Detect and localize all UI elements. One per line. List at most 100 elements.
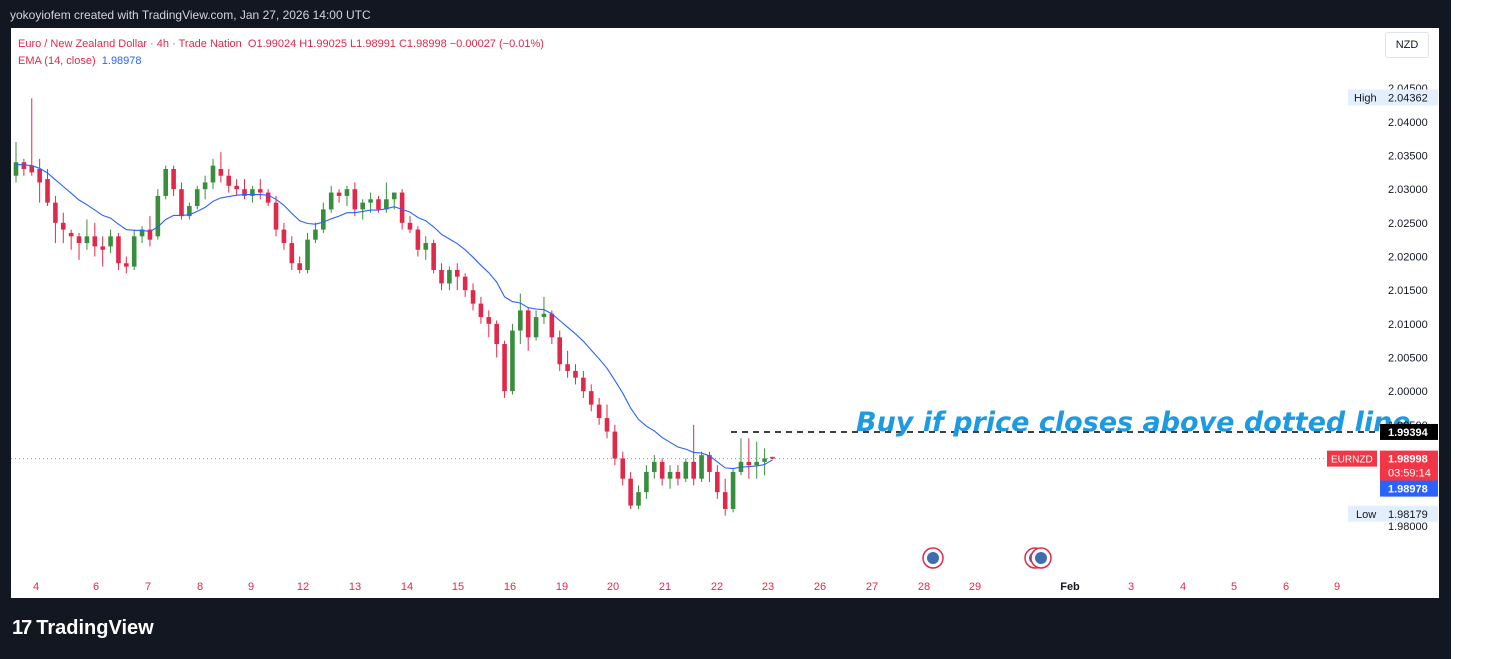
candle-body[interactable] bbox=[644, 471, 649, 493]
candle-body[interactable] bbox=[139, 229, 145, 237]
candle-body[interactable] bbox=[651, 461, 657, 472]
candle-body[interactable] bbox=[305, 239, 310, 270]
candle-body[interactable] bbox=[518, 310, 523, 331]
chart-panel[interactable]: Buy if price closes above dotted line 2.0… bbox=[11, 28, 1439, 598]
candle-body[interactable] bbox=[194, 189, 200, 207]
candle-body[interactable] bbox=[486, 317, 492, 324]
candle-body[interactable] bbox=[478, 303, 484, 318]
candle-body[interactable] bbox=[636, 492, 641, 506]
candle-body[interactable] bbox=[462, 276, 468, 291]
candle-body[interactable] bbox=[53, 202, 58, 223]
candle-body[interactable] bbox=[281, 229, 287, 244]
candle-body[interactable] bbox=[202, 182, 208, 190]
candle-body[interactable] bbox=[234, 185, 239, 190]
tradingview-logo[interactable]: 17 TradingView bbox=[12, 617, 154, 640]
candle-body[interactable] bbox=[659, 461, 665, 479]
candle-body[interactable] bbox=[415, 229, 421, 250]
candle-body[interactable] bbox=[470, 290, 476, 304]
candle-body[interactable] bbox=[667, 471, 673, 479]
candle-body[interactable] bbox=[60, 222, 66, 230]
candle-body[interactable] bbox=[604, 418, 610, 432]
candle-body[interactable] bbox=[273, 202, 279, 230]
candle-body[interactable] bbox=[147, 229, 153, 240]
candle-body[interactable] bbox=[746, 461, 752, 466]
candle-body[interactable] bbox=[399, 192, 405, 223]
candle-body[interactable] bbox=[163, 168, 169, 196]
candle-body[interactable] bbox=[21, 162, 27, 169]
candle-body[interactable] bbox=[628, 478, 633, 506]
candle-body[interactable] bbox=[210, 165, 216, 183]
annotation-text[interactable]: Buy if price closes above dotted line bbox=[856, 407, 1411, 438]
candle-body[interactable] bbox=[100, 246, 105, 250]
candle-body[interactable] bbox=[754, 461, 760, 466]
candle-body[interactable] bbox=[352, 189, 358, 210]
candle-body[interactable] bbox=[447, 269, 452, 284]
candle-body[interactable] bbox=[187, 206, 192, 217]
candle-body[interactable] bbox=[155, 195, 161, 237]
candle-body[interactable] bbox=[533, 317, 539, 338]
candle-body[interactable] bbox=[218, 168, 224, 176]
candle-body[interactable] bbox=[391, 192, 397, 200]
candle-body[interactable] bbox=[612, 431, 618, 459]
candle-body[interactable] bbox=[549, 313, 555, 338]
candle-body[interactable] bbox=[620, 458, 626, 479]
candle-body[interactable] bbox=[45, 179, 50, 203]
candle-body[interactable] bbox=[715, 471, 720, 493]
candle-body[interactable] bbox=[265, 192, 271, 203]
candle-body[interactable] bbox=[289, 243, 295, 264]
candle-body[interactable] bbox=[596, 404, 602, 419]
candle-body[interactable] bbox=[707, 455, 712, 472]
candlestick-chart[interactable]: Buy if price closes above dotted line 2.0… bbox=[11, 28, 1439, 598]
candle-body[interactable] bbox=[92, 236, 98, 247]
candle-body[interactable] bbox=[510, 330, 515, 392]
candle-body[interactable] bbox=[407, 222, 413, 230]
candle-body[interactable] bbox=[565, 364, 570, 371]
ema-label[interactable]: EMA (14, close) bbox=[18, 55, 96, 67]
candle-body[interactable] bbox=[179, 189, 184, 217]
candle-body[interactable] bbox=[321, 209, 326, 230]
candle-body[interactable] bbox=[699, 455, 704, 479]
candle-body[interactable] bbox=[691, 461, 696, 479]
candle-body[interactable] bbox=[494, 323, 499, 345]
candle-body[interactable] bbox=[581, 377, 586, 392]
candle-body[interactable] bbox=[722, 492, 728, 509]
candle-body[interactable] bbox=[171, 168, 176, 190]
candle-body[interactable] bbox=[541, 313, 547, 318]
candle-body[interactable] bbox=[376, 199, 381, 210]
candle-body[interactable] bbox=[423, 243, 429, 250]
candle-body[interactable] bbox=[557, 337, 563, 365]
candle-body[interactable] bbox=[242, 189, 247, 196]
candle-body[interactable] bbox=[116, 236, 121, 264]
candle-body[interactable] bbox=[250, 189, 255, 196]
candle-body[interactable] bbox=[344, 189, 350, 196]
candle-body[interactable] bbox=[257, 189, 263, 193]
candle-body[interactable] bbox=[29, 165, 35, 173]
candle-body[interactable] bbox=[573, 370, 578, 378]
candle-body[interactable] bbox=[124, 263, 129, 267]
candle-body[interactable] bbox=[76, 236, 82, 244]
candle-body[interactable] bbox=[675, 471, 681, 479]
currency-selector[interactable]: NZD bbox=[1385, 32, 1429, 58]
symbol-title[interactable]: Euro / New Zealand Dollar · 4h · Trade N… bbox=[18, 38, 242, 50]
candle-body[interactable] bbox=[454, 269, 460, 277]
candle-body[interactable] bbox=[683, 461, 689, 479]
candle-body[interactable] bbox=[439, 269, 444, 284]
candle-body[interactable] bbox=[37, 168, 42, 183]
candle-body[interactable] bbox=[226, 175, 232, 186]
candle-body[interactable] bbox=[360, 202, 366, 210]
candle-body[interactable] bbox=[68, 232, 74, 237]
candle-body[interactable] bbox=[297, 263, 302, 270]
candle-body[interactable] bbox=[502, 344, 507, 392]
candle-body[interactable] bbox=[313, 229, 318, 240]
candle-body[interactable] bbox=[13, 162, 19, 176]
candle-body[interactable] bbox=[762, 458, 767, 462]
candle-body[interactable] bbox=[368, 199, 373, 203]
candle-body[interactable] bbox=[84, 236, 90, 244]
candle-body[interactable] bbox=[336, 192, 342, 196]
candle-body[interactable] bbox=[588, 391, 594, 405]
candle-body[interactable] bbox=[431, 243, 436, 270]
candle-body[interactable] bbox=[525, 310, 531, 338]
candle-body[interactable] bbox=[384, 199, 389, 210]
candle-body[interactable] bbox=[328, 192, 334, 210]
candle-body[interactable] bbox=[108, 236, 113, 247]
